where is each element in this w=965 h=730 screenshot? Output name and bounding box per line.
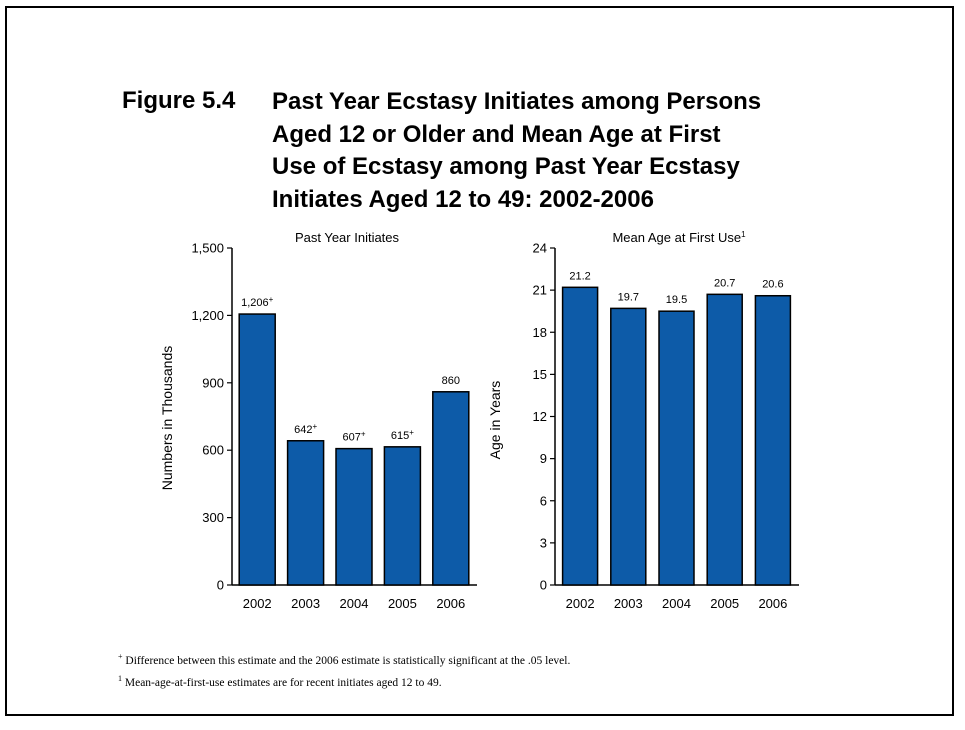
footnote-marker-plus: + bbox=[118, 652, 123, 661]
data-label: 19.5 bbox=[666, 294, 687, 306]
figure-title-line-2: Aged 12 or Older and Mean Age at First bbox=[272, 120, 721, 148]
footnote-age-text: Mean-age-at-first-use estimates are for … bbox=[124, 676, 442, 689]
bar bbox=[335, 447, 373, 586]
footnote-significance-text: Difference between this estimate and the… bbox=[125, 654, 571, 667]
y-tick-label: 6 bbox=[540, 493, 547, 508]
bar bbox=[561, 286, 599, 586]
footnote-age: 1 Mean-age-at-first-use estimates are fo… bbox=[118, 670, 570, 692]
bar bbox=[658, 310, 695, 586]
y-tick-label: 3 bbox=[540, 535, 547, 550]
significance-marker: + bbox=[409, 428, 414, 437]
y-tick-label: 24 bbox=[533, 241, 547, 256]
y-tick-label: 600 bbox=[202, 443, 224, 458]
x-tick-label: 2006 bbox=[758, 596, 787, 611]
x-tick-label: 2003 bbox=[291, 596, 320, 611]
significance-marker: + bbox=[312, 422, 317, 431]
data-label: 1,206+ bbox=[241, 295, 274, 309]
data-label: 642+ bbox=[294, 422, 317, 436]
data-label: 20.6 bbox=[762, 279, 783, 291]
x-tick-label: 2002 bbox=[243, 596, 272, 611]
y-tick-label: 0 bbox=[540, 578, 547, 593]
bar bbox=[286, 440, 325, 586]
figure-title: Past Year Ecstasy Initiates among Person… bbox=[272, 86, 761, 216]
x-tick-label: 2004 bbox=[340, 596, 369, 611]
data-label: 615+ bbox=[391, 428, 414, 442]
data-label: 21.2 bbox=[569, 270, 590, 282]
chart-title-marker: 1 bbox=[741, 230, 746, 239]
data-label: 20.7 bbox=[714, 277, 735, 289]
figure-title-line-1: Past Year Ecstasy Initiates among Person… bbox=[272, 88, 762, 115]
bar bbox=[610, 307, 647, 586]
y-tick-label: 21 bbox=[533, 283, 547, 298]
data-label: 19.7 bbox=[618, 291, 639, 303]
x-tick-label: 2006 bbox=[436, 596, 465, 611]
y-tick-label: 900 bbox=[202, 375, 224, 390]
x-tick-label: 2002 bbox=[566, 596, 595, 611]
y-tick-label: 1,500 bbox=[191, 241, 224, 256]
y-tick-label: 0 bbox=[217, 578, 224, 593]
significance-marker: + bbox=[361, 430, 366, 439]
bar bbox=[706, 293, 743, 586]
bar bbox=[383, 446, 422, 586]
y-tick-label: 12 bbox=[533, 409, 547, 424]
figure-frame bbox=[5, 6, 954, 716]
figure-title-line-3: Use of Ecstasy among Past Year Ecstasy bbox=[272, 153, 740, 180]
y-axis-title: Age in Years bbox=[487, 381, 503, 460]
figure-label: Figure 5.4 bbox=[122, 87, 236, 114]
footnotes: + Difference between this estimate and t… bbox=[118, 648, 570, 692]
x-tick-label: 2005 bbox=[710, 596, 739, 611]
y-axis-title: Numbers in Thousands bbox=[159, 346, 175, 490]
x-tick-label: 2004 bbox=[662, 596, 691, 611]
chart-1: Past Year Initiates Numbers in Thousands 0… bbox=[159, 230, 477, 611]
x-tick-label: 2003 bbox=[614, 596, 643, 611]
y-tick-label: 1,200 bbox=[191, 308, 224, 323]
chart-title: Past Year Initiates bbox=[295, 230, 400, 245]
chart-title: Mean Age at First Use1 bbox=[612, 230, 746, 245]
bar bbox=[238, 313, 276, 586]
data-label: 607+ bbox=[342, 430, 365, 444]
figure-title-line-4: Initiates Aged 12 to 49: 2002-2006 bbox=[272, 185, 654, 213]
bar bbox=[754, 294, 792, 586]
y-tick-label: 9 bbox=[540, 451, 547, 466]
footnote-significance: + Difference between this estimate and t… bbox=[118, 648, 570, 670]
footnote-marker-one: 1 bbox=[118, 673, 122, 683]
y-tick-label: 300 bbox=[202, 510, 224, 525]
y-tick-label: 18 bbox=[533, 325, 547, 340]
significance-marker: + bbox=[269, 295, 274, 304]
data-label: 860 bbox=[442, 375, 460, 387]
x-tick-label: 2005 bbox=[388, 596, 417, 611]
y-tick-label: 15 bbox=[533, 367, 547, 382]
bar bbox=[432, 391, 470, 586]
